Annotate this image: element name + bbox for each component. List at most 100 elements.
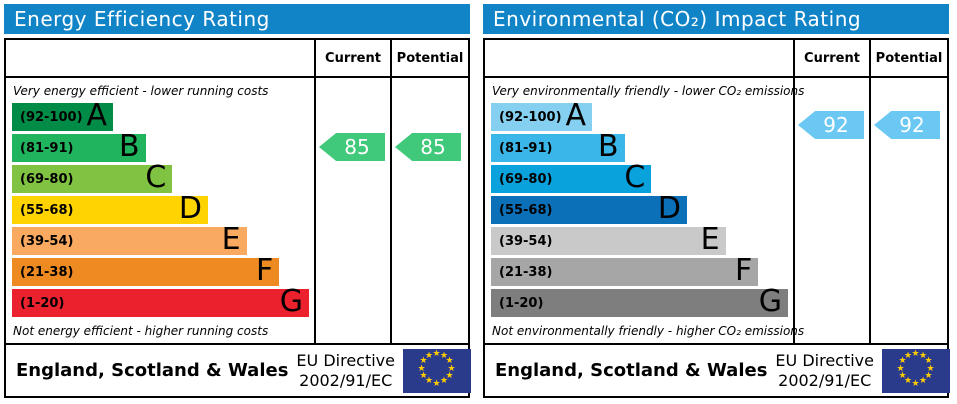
band-row-a: (92-100) A — [12, 97, 309, 133]
potential-rating-arrow: 85 — [395, 133, 461, 161]
band-bar: (55-68) D — [491, 193, 688, 224]
current-value-column: 85 — [314, 78, 390, 343]
eu-star-icon: ★ — [447, 363, 456, 374]
eu-star-icon: ★ — [425, 350, 434, 361]
band-range: (21-38) — [20, 264, 74, 280]
band-range: (92-100) — [499, 109, 562, 125]
band-chart: Very environmentally friendly - lower CO… — [485, 78, 805, 343]
region-label: England, Scotland & Wales — [16, 360, 289, 381]
empty-header-cell — [6, 40, 314, 76]
table-body: Very energy efficient - lower running co… — [6, 78, 468, 343]
eu-star-icon: ★ — [432, 348, 441, 359]
eu-star-icon: ★ — [419, 356, 428, 366]
band-letter: G — [758, 283, 782, 319]
potential-rating-value: 85 — [420, 135, 446, 159]
band-row-d: (55-68) D — [12, 193, 309, 224]
energy-rating-table: Current Potential Very energy efficient … — [4, 38, 470, 345]
band-range: (21-38) — [499, 264, 553, 280]
band-bar: (55-68) D — [12, 193, 209, 224]
band-row-e: (39-54) E — [491, 221, 788, 257]
eu-star-icon: ★ — [898, 356, 907, 366]
table-body: Very environmentally friendly - lower CO… — [485, 78, 947, 343]
empty-header-cell — [485, 40, 793, 76]
band-range: (92-100) — [20, 109, 83, 125]
eu-flag: ★ ★ ★ ★ ★ ★ ★ ★ ★ ★ ★ ★ — [403, 348, 471, 393]
eu-star-icon: ★ — [440, 376, 449, 387]
band-row-b: (81-91) B — [491, 131, 788, 162]
band-range: (81-91) — [20, 140, 74, 156]
eu-star-icon: ★ — [419, 371, 428, 381]
band-row-f: (21-38) F — [12, 252, 309, 288]
band-bar: (92-100) A — [12, 97, 113, 133]
potential-rating-arrow: 92 — [874, 111, 940, 139]
band-letter: F — [256, 252, 274, 288]
eu-star-icon: ★ — [417, 363, 426, 374]
band-bar: (1-20) G — [491, 283, 788, 319]
potential-value-column: 92 — [869, 78, 947, 343]
eu-star-icon: ★ — [919, 376, 928, 387]
band-range: (55-68) — [20, 202, 74, 218]
current-rating-arrow: 92 — [798, 111, 864, 139]
band-letter: A — [86, 97, 107, 133]
band-row-b: (81-91) B — [12, 128, 309, 164]
band-letter: B — [119, 128, 140, 164]
eu-star-icon: ★ — [924, 371, 933, 381]
band-bar: (81-91) B — [12, 128, 146, 164]
band-bar: (21-38) F — [12, 252, 280, 288]
bottom-note: Not environmentally friendly - higher CO… — [492, 324, 805, 338]
eu-star-icon: ★ — [904, 350, 913, 361]
bottom-note: Not energy efficient - higher running co… — [13, 324, 269, 338]
current-rating-value: 92 — [823, 113, 849, 137]
current-rating-arrow: 85 — [319, 133, 385, 161]
band-letter: E — [700, 221, 720, 257]
eu-star-icon: ★ — [425, 376, 434, 387]
current-value-column: 92 — [793, 78, 869, 343]
band-letter: G — [279, 283, 303, 319]
band-range: (69-80) — [20, 171, 74, 187]
band-bar: (81-91) B — [491, 131, 625, 162]
eu-star-icon: ★ — [445, 371, 454, 381]
band-bar: (69-80) C — [12, 162, 173, 193]
band-bar: (92-100) A — [491, 97, 592, 133]
panel-footer: England, Scotland & Wales EU Directive 2… — [483, 343, 950, 398]
band-letter: F — [735, 252, 753, 288]
potential-column-header: Potential — [390, 40, 468, 76]
eu-star-icon: ★ — [896, 363, 905, 374]
eu-star-icon: ★ — [911, 348, 920, 359]
band-range: (55-68) — [499, 202, 553, 218]
band-letter: A — [565, 97, 586, 133]
panel-title: Environmental (CO₂) Impact Rating — [493, 7, 862, 31]
band-range: (39-54) — [20, 233, 74, 249]
eu-star-icon: ★ — [904, 376, 913, 387]
band-row-g: (1-20) G — [12, 283, 309, 319]
region-label: England, Scotland & Wales — [495, 360, 768, 381]
band-bar: (69-80) C — [491, 159, 652, 195]
eu-flag: ★ ★ ★ ★ ★ ★ ★ ★ ★ ★ ★ ★ — [882, 348, 950, 393]
eu-star-icon: ★ — [919, 350, 928, 361]
energy-efficiency-panel: Energy Efficiency Rating Current Potenti… — [4, 4, 471, 398]
band-row-a: (92-100) A — [491, 97, 788, 133]
band-letter: C — [624, 159, 646, 195]
current-rating-value: 85 — [344, 135, 370, 159]
eu-star-icon: ★ — [926, 363, 935, 374]
band-range: (1-20) — [20, 295, 65, 311]
band-bar: (1-20) G — [12, 283, 309, 319]
top-note: Very energy efficient - lower running co… — [13, 84, 269, 98]
band-chart: Very energy efficient - lower running co… — [6, 78, 314, 343]
energy-title-bar: Energy Efficiency Rating — [4, 4, 470, 34]
eu-star-icon: ★ — [911, 378, 920, 389]
band-row-e: (39-54) E — [12, 224, 309, 255]
eu-star-icon: ★ — [445, 356, 454, 366]
potential-rating-value: 92 — [899, 113, 925, 137]
panel-title: Energy Efficiency Rating — [14, 7, 270, 31]
band-range: (39-54) — [499, 233, 553, 249]
band-bar: (21-38) F — [491, 252, 759, 288]
eu-star-icon: ★ — [432, 378, 441, 389]
band-row-c: (69-80) C — [491, 159, 788, 195]
band-row-f: (21-38) F — [491, 252, 788, 288]
band-row-c: (69-80) C — [12, 162, 309, 193]
eu-directive-label: EU Directive 2002/91/EC — [775, 351, 874, 390]
band-range: (81-91) — [499, 140, 553, 156]
band-range: (69-80) — [499, 171, 553, 187]
